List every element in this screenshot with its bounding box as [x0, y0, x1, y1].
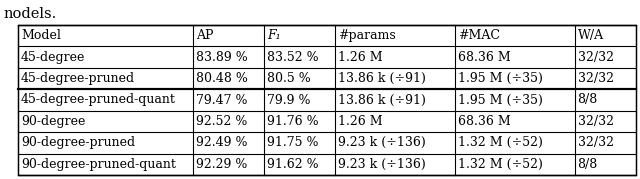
Text: 1.32 M (÷52): 1.32 M (÷52)	[458, 136, 543, 149]
Text: 79.9 %: 79.9 %	[267, 93, 310, 107]
Text: 1.26 M: 1.26 M	[338, 115, 383, 128]
Text: 45-degree-pruned: 45-degree-pruned	[21, 72, 135, 85]
Text: 45-degree-pruned-quant: 45-degree-pruned-quant	[21, 93, 176, 107]
Text: 32/32: 32/32	[577, 72, 614, 85]
Text: 91.62 %: 91.62 %	[267, 158, 319, 171]
Text: 32/32: 32/32	[577, 115, 614, 128]
Text: 91.76 %: 91.76 %	[267, 115, 319, 128]
Text: 90-degree: 90-degree	[21, 115, 85, 128]
Text: 13.86 k (÷91): 13.86 k (÷91)	[338, 72, 426, 85]
Text: 1.26 M: 1.26 M	[338, 51, 383, 64]
Text: 8/8: 8/8	[577, 158, 598, 171]
Bar	[18, 25, 636, 175]
Text: 9.23 k (÷136): 9.23 k (÷136)	[338, 158, 426, 171]
Text: 45-degree: 45-degree	[21, 51, 85, 64]
Text: nodels.: nodels.	[3, 7, 56, 21]
Text: 80.5 %: 80.5 %	[267, 72, 310, 85]
Text: 92.49 %: 92.49 %	[196, 136, 247, 149]
Text: 92.29 %: 92.29 %	[196, 158, 247, 171]
Text: F₁: F₁	[267, 29, 280, 42]
Text: 80.48 %: 80.48 %	[196, 72, 248, 85]
Text: Model: Model	[21, 29, 61, 42]
Text: W/A: W/A	[577, 29, 604, 42]
Text: 32/32: 32/32	[577, 136, 614, 149]
Text: 92.52 %: 92.52 %	[196, 115, 247, 128]
Text: #params: #params	[338, 29, 396, 42]
Text: 68.36 M: 68.36 M	[458, 51, 511, 64]
Text: 1.95 M (÷35): 1.95 M (÷35)	[458, 93, 543, 107]
Text: 32/32: 32/32	[577, 51, 614, 64]
Text: 13.86 k (÷91): 13.86 k (÷91)	[338, 93, 426, 107]
Text: AP: AP	[196, 29, 213, 42]
Text: 1.32 M (÷52): 1.32 M (÷52)	[458, 158, 543, 171]
Text: 8/8: 8/8	[577, 93, 598, 107]
Text: 91.75 %: 91.75 %	[267, 136, 319, 149]
Text: 83.52 %: 83.52 %	[267, 51, 319, 64]
Text: 90-degree-pruned-quant: 90-degree-pruned-quant	[21, 158, 176, 171]
Text: 1.95 M (÷35): 1.95 M (÷35)	[458, 72, 543, 85]
Text: 9.23 k (÷136): 9.23 k (÷136)	[338, 136, 426, 149]
Text: 90-degree-pruned: 90-degree-pruned	[21, 136, 135, 149]
Text: 68.36 M: 68.36 M	[458, 115, 511, 128]
Text: 79.47 %: 79.47 %	[196, 93, 247, 107]
Text: 83.89 %: 83.89 %	[196, 51, 248, 64]
Text: #MAC: #MAC	[458, 29, 500, 42]
